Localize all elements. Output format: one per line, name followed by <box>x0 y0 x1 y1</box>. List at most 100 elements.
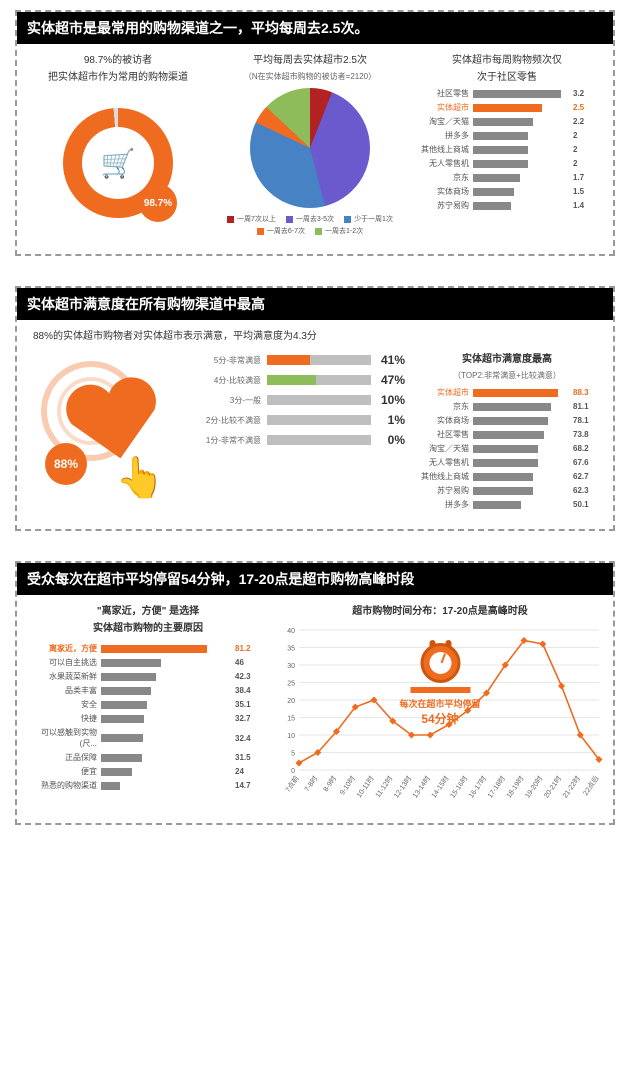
pie-subtitle: （N在实体超市购物的被访者=2120） <box>215 71 405 82</box>
svg-text:35: 35 <box>287 646 295 653</box>
legend-item: 一周7次以上 <box>227 214 276 224</box>
line-title: 超市购物时间分布：17-20点是高峰时段 <box>275 605 605 618</box>
rank2-subtitle: （TOP2:非常满意+比较满意） <box>417 370 597 381</box>
svg-text:12-13时: 12-13时 <box>391 774 413 800</box>
rank-row: 其他线上商城 2 <box>417 144 597 155</box>
rank-row: 拼多多 50.1 <box>417 499 597 510</box>
rank-row: 淘宝／天猫 68.2 <box>417 443 597 454</box>
svg-text:15: 15 <box>287 716 295 723</box>
rank-row: 实体超市 88.3 <box>417 387 597 398</box>
rank-row: 苏宁易购 1.4 <box>417 200 597 211</box>
donut-value-badge: 98.7% <box>139 184 177 222</box>
sat-row: 1分-非常不满意0% <box>205 433 405 447</box>
rank-row: 其他线上商城 62.7 <box>417 471 597 482</box>
svg-text:10: 10 <box>287 733 295 740</box>
line-chart: 0 5 10 15 20 25 30 35 40 7点前7-8时8-9时9-10时10-11时11… <box>275 624 605 804</box>
svg-text:11-12时: 11-12时 <box>373 774 394 799</box>
legend-item: 一周去3-5次 <box>286 214 334 224</box>
svg-text:0: 0 <box>291 768 295 775</box>
donut-chart: 🛒 98.7% <box>63 108 173 218</box>
svg-text:8-9时: 8-9时 <box>321 774 338 793</box>
rank-row: 社区零售 73.8 <box>417 429 597 440</box>
reasons-title2: 实体超市购物的主要原因 <box>33 622 263 635</box>
svg-text:5: 5 <box>291 751 295 758</box>
rank-row: 实体超市 2.5 <box>417 102 597 113</box>
svg-text:22点后: 22点后 <box>581 774 601 797</box>
rank-row: 实体商场 78.1 <box>417 415 597 426</box>
svg-text:40: 40 <box>287 628 295 635</box>
pie-title: 平均每周去实体超市2.5次 <box>215 54 405 67</box>
donut-title1: 98.7%的被访者 <box>33 54 203 67</box>
heart-graphic: 88% 👆 <box>33 353 193 513</box>
reasons-block: "离家近，方便" 是选择 实体超市购物的主要原因 离家近，方便 81.2 可以自主… <box>33 605 263 807</box>
rank-row: 苏宁易购 62.3 <box>417 485 597 496</box>
reason-row: 熟悉的购物渠道 14.7 <box>33 780 263 791</box>
cursor-icon: 👆 <box>115 454 165 501</box>
svg-text:30: 30 <box>287 663 295 670</box>
sat-row: 2分-比较不满意1% <box>205 413 405 427</box>
rank1-title1: 实体超市每周购物频次仅 <box>417 54 597 67</box>
svg-text:18-19时: 18-19时 <box>504 774 526 800</box>
panel2-subtitle: 88%的实体超市购物者对实体超市表示满意，平均满意度为4.3分 <box>33 330 597 343</box>
svg-text:17-18时: 17-18时 <box>485 774 507 800</box>
pie-legend: 一周7次以上一周去3-5次少于一周1次一周去6-7次一周去1-2次 <box>215 214 405 236</box>
rank-row: 实体商场 1.5 <box>417 186 597 197</box>
rank-row: 无人零售机 67.6 <box>417 457 597 468</box>
freq-rank-bars: 社区零售 3.2 实体超市 2.5 淘宝／天猫 2.2 拼多多 2 其他线上商城 2 无人… <box>417 88 597 211</box>
rank-row: 无人零售机 2 <box>417 158 597 169</box>
svg-text:21-22时: 21-22时 <box>560 774 582 800</box>
reason-row: 安全 35.1 <box>33 699 263 710</box>
svg-text:25: 25 <box>287 681 295 688</box>
cart-icon: 🛒 <box>101 147 136 180</box>
reason-row: 离家近，方便 81.2 <box>33 643 263 654</box>
svg-text:13-14时: 13-14时 <box>410 774 432 800</box>
panel3-title: 受众每次在超市平均停留54分钟，17-20点是超市购物高峰时段 <box>17 563 613 595</box>
freq-rank-block: 实体超市每周购物频次仅 次于社区零售 社区零售 3.2 实体超市 2.5 淘宝／天猫… <box>417 54 597 238</box>
pie-block: 平均每周去实体超市2.5次 （N在实体超市购物的被访者=2120） 一周7次以上… <box>215 54 405 238</box>
legend-item: 一周去1-2次 <box>315 226 363 236</box>
panel-usage: 实体超市是最常用的购物渠道之一，平均每周去2.5次。 98.7%的被访者 把实体… <box>15 10 615 256</box>
reason-row: 便宜 24 <box>33 766 263 777</box>
reason-row: 可以自主挑选 46 <box>33 657 263 668</box>
reason-row: 品类丰富 38.4 <box>33 685 263 696</box>
rank-row: 拼多多 2 <box>417 130 597 141</box>
svg-text:19-20时: 19-20时 <box>523 774 545 800</box>
heart-badge: 88% <box>45 443 87 485</box>
svg-text:20-21时: 20-21时 <box>541 774 563 800</box>
panel1-title: 实体超市是最常用的购物渠道之一，平均每周去2.5次。 <box>17 12 613 44</box>
reason-row: 正品保障 31.5 <box>33 752 263 763</box>
sat-row: 3分-一般10% <box>205 393 405 407</box>
svg-text:7-8时: 7-8时 <box>302 774 319 793</box>
svg-text:20: 20 <box>287 698 295 705</box>
legend-item: 一周去6-7次 <box>257 226 305 236</box>
reasons-bars: 离家近，方便 81.2 可以自主挑选 46 水果蔬菜新鲜 42.3 品类丰富 38.4… <box>33 643 263 791</box>
reason-row: 水果蔬菜新鲜 42.3 <box>33 671 263 682</box>
rank-row: 京东 1.7 <box>417 172 597 183</box>
reason-row: 可以感触到实物(尺... 32.4 <box>33 727 263 749</box>
pie-chart <box>250 88 370 208</box>
rank-row: 京东 81.1 <box>417 401 597 412</box>
reasons-title1: "离家近，方便" 是选择 <box>33 605 263 618</box>
sat-rank-bars: 实体超市 88.3 京东 81.1 实体商场 78.1 社区零售 73.8 淘宝／天猫 … <box>417 387 597 510</box>
svg-text:14-15时: 14-15时 <box>429 774 451 800</box>
sat-row: 4分-比较满意47% <box>205 373 405 387</box>
donut-block: 98.7%的被访者 把实体超市作为常用的购物渠道 🛒 98.7% <box>33 54 203 238</box>
panel-satisfaction: 实体超市满意度在所有购物渠道中最高 88%的实体超市购物者对实体超市表示满意，平… <box>15 286 615 531</box>
svg-text:16-17时: 16-17时 <box>466 774 488 800</box>
svg-text:15-16时: 15-16时 <box>448 774 470 800</box>
panel-time: 受众每次在超市平均停留54分钟，17-20点是超市购物高峰时段 "离家近，方便"… <box>15 561 615 825</box>
svg-text:7点前: 7点前 <box>283 774 301 794</box>
rank2-title: 实体超市满意度最高 <box>417 353 597 366</box>
sat-row: 5分-非常满意41% <box>205 353 405 367</box>
line-chart-block: 超市购物时间分布：17-20点是高峰时段 每次在超市平均停留 54分钟 0510… <box>275 605 605 807</box>
panel2-title: 实体超市满意度在所有购物渠道中最高 <box>17 288 613 320</box>
donut-title2: 把实体超市作为常用的购物渠道 <box>33 71 203 84</box>
reason-row: 快捷 32.7 <box>33 713 263 724</box>
legend-item: 少于一周1次 <box>344 214 393 224</box>
rank-row: 淘宝／天猫 2.2 <box>417 116 597 127</box>
rank1-title2: 次于社区零售 <box>417 71 597 84</box>
rank-row: 社区零售 3.2 <box>417 88 597 99</box>
svg-text:10-11时: 10-11时 <box>354 774 375 799</box>
satisfaction-bars: 5分-非常满意41% 4分-比较满意47% 3分-一般10% 2分-比较不满意1% 1分… <box>205 353 405 513</box>
svg-text:9-10时: 9-10时 <box>337 774 356 796</box>
